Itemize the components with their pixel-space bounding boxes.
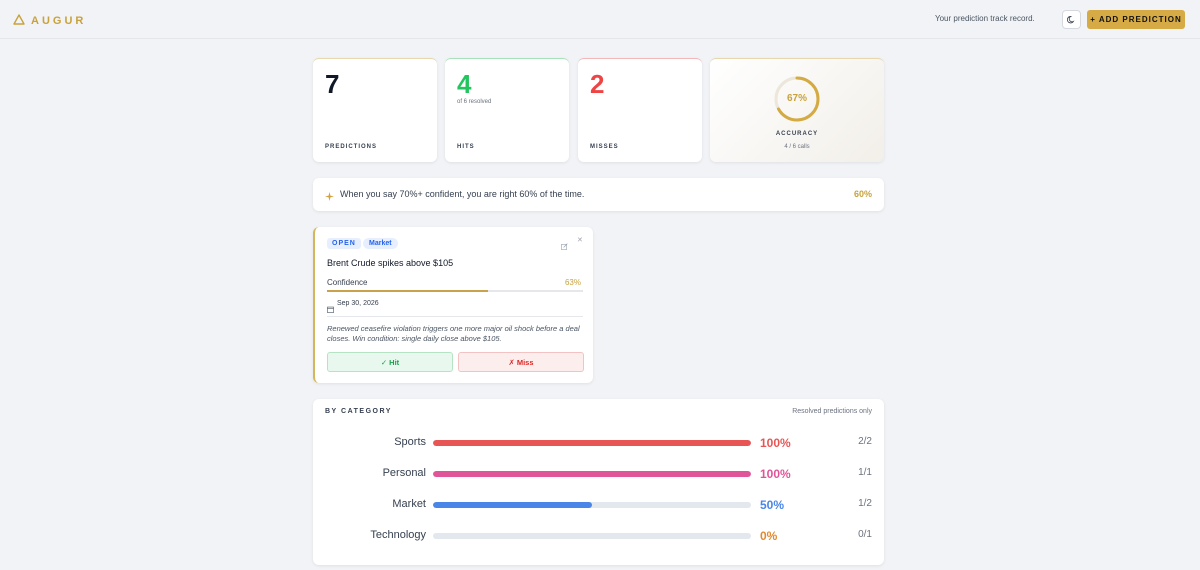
predictions-count: 7 xyxy=(325,69,340,99)
stat-card-hits: 4 of 6 resolved HITS xyxy=(445,58,569,162)
accuracy-ring-progress xyxy=(774,76,820,122)
calendar-icon xyxy=(327,300,334,318)
tagline: Your prediction track record. xyxy=(935,14,1035,23)
category-percent: 100% xyxy=(760,436,791,450)
sparkle-icon xyxy=(325,188,334,206)
category-bar-fill xyxy=(433,471,751,477)
mark-hit-button[interactable]: ✓ Hit xyxy=(327,352,453,372)
category-percent: 100% xyxy=(760,467,791,481)
category-bar-fill xyxy=(433,440,751,446)
accuracy-ring xyxy=(774,76,820,122)
category-bar-fill xyxy=(433,502,592,508)
category-bar xyxy=(433,471,751,477)
accuracy-subtext: 4 / 6 calls xyxy=(784,144,810,150)
insight-value: 60% xyxy=(853,189,872,199)
category-row: Sports 100% 2/2 xyxy=(313,436,885,452)
mark-miss-button[interactable]: ✗ Miss xyxy=(458,352,584,372)
category-bar xyxy=(433,440,751,446)
misses-label: MISSES xyxy=(590,144,619,150)
insight-text: When you say 70%+ confident, you are rig… xyxy=(340,189,585,199)
triangle-logo-icon xyxy=(13,12,25,30)
by-category-note: Resolved predictions only xyxy=(792,408,872,415)
top-bar: AUGUR Your prediction track record. + AD… xyxy=(0,0,1200,39)
category-badge: Market xyxy=(363,238,398,249)
prediction-title: Brent Crude spikes above $105 xyxy=(327,258,454,268)
brand[interactable]: AUGUR xyxy=(13,12,86,30)
misses-count: 2 xyxy=(590,69,605,99)
category-count: 1/2 xyxy=(858,498,872,509)
accuracy-label: ACCURACY xyxy=(775,131,819,137)
category-bar xyxy=(433,533,751,539)
moon-icon xyxy=(1066,11,1076,29)
category-percent: 50% xyxy=(760,498,785,512)
stat-card-predictions: 7 PREDICTIONS xyxy=(313,58,437,162)
hits-label: HITS xyxy=(457,144,475,150)
category-bar xyxy=(433,502,751,508)
category-row: Personal 100% 1/1 xyxy=(313,467,885,483)
prediction-note: Renewed ceasefire violation triggers one… xyxy=(327,324,580,343)
category-percent: 0% xyxy=(760,529,778,543)
hits-count: 4 xyxy=(457,69,472,99)
theme-toggle-button[interactable] xyxy=(1062,10,1081,29)
status-badge: OPEN xyxy=(327,238,361,249)
confidence-bar xyxy=(327,290,583,292)
category-count: 2/2 xyxy=(858,436,872,447)
confidence-value: 63% xyxy=(564,278,581,287)
resolve-date: Sep 30, 2026 xyxy=(337,300,379,307)
category-name: Sports xyxy=(394,436,426,448)
category-name: Personal xyxy=(382,467,426,479)
brand-name: AUGUR xyxy=(31,15,87,27)
category-count: 0/1 xyxy=(858,529,872,540)
stat-card-accuracy: 67% ACCURACY 4 / 6 calls xyxy=(710,58,884,162)
stat-card-misses: 2 MISSES xyxy=(578,58,702,162)
edit-icon[interactable] xyxy=(561,237,568,255)
divider xyxy=(327,316,583,317)
prediction-card: OPEN Market ✕ Brent Crude spikes above $… xyxy=(313,227,593,383)
category-row: Market 50% 1/2 xyxy=(313,498,885,514)
accuracy-panel: 67% ACCURACY 4 / 6 calls xyxy=(710,59,884,163)
confidence-bar-fill xyxy=(327,290,489,292)
accuracy-percent: 67% xyxy=(786,93,807,104)
category-name: Technology xyxy=(370,529,426,541)
predictions-label: PREDICTIONS xyxy=(325,144,378,150)
category-count: 1/1 xyxy=(858,467,872,478)
by-category-panel: BY CATEGORY Resolved predictions only Sp… xyxy=(313,399,884,565)
add-prediction-button[interactable]: + ADD PREDICTION xyxy=(1087,10,1185,29)
close-icon[interactable]: ✕ xyxy=(577,237,583,244)
calibration-insight: When you say 70%+ confident, you are rig… xyxy=(313,178,884,211)
hits-subtext: of 6 resolved xyxy=(457,99,492,105)
by-category-title: BY CATEGORY xyxy=(325,408,392,415)
category-row: Technology 0% 0/1 xyxy=(313,529,885,545)
category-name: Market xyxy=(392,498,426,510)
confidence-label: Confidence xyxy=(327,278,368,287)
